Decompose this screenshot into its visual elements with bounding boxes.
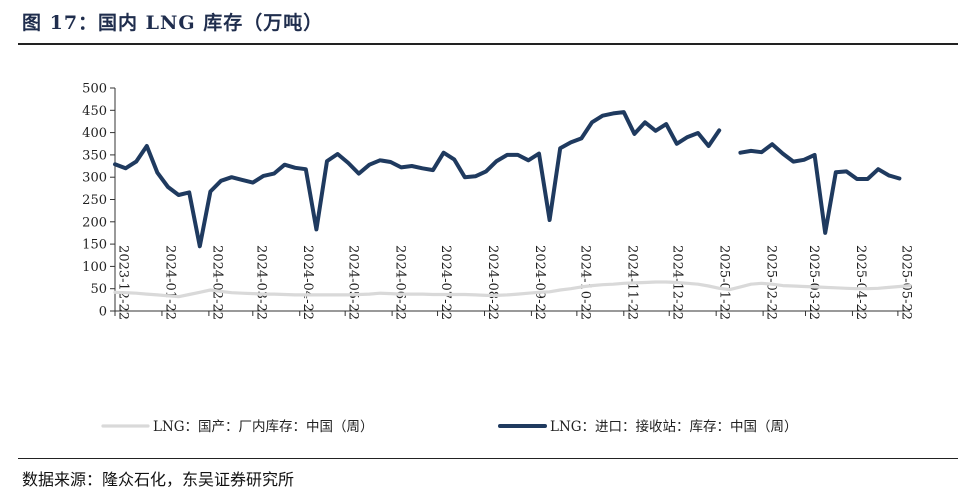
figure-title: 图 17：国内 LNG 库存（万吨） bbox=[22, 12, 324, 34]
x-tick-label: 2024-03-22 bbox=[253, 245, 268, 320]
x-tick-label: 2024-07-22 bbox=[438, 245, 453, 320]
x-tick-label: 2025-04-22 bbox=[853, 245, 868, 320]
title-rule bbox=[18, 43, 958, 45]
x-tick-label: 2024-04-22 bbox=[300, 245, 315, 320]
series-line-domestic-plant-inventory bbox=[113, 280, 912, 299]
y-tick-label: 100 bbox=[82, 260, 107, 275]
inventory-line-chart: 0 50 100 150 200 250 300 350 400 450 500 2023-12-22… bbox=[82, 82, 913, 436]
x-tick-label: 2024-10-22 bbox=[577, 245, 592, 320]
y-tick-label: 400 bbox=[82, 126, 107, 141]
x-tick-label: 2024-08-22 bbox=[485, 245, 500, 320]
x-tick-label: 2024-01-22 bbox=[162, 245, 177, 320]
x-tick-label: 2024-06-22 bbox=[393, 245, 408, 320]
source-rule bbox=[18, 458, 958, 459]
x-tick-label: 2025-05-22 bbox=[898, 245, 913, 320]
y-tick-label: 300 bbox=[82, 171, 107, 186]
legend-label: LNG：国产：厂内库存：中国（周） bbox=[153, 419, 374, 435]
source-note: 数据来源：隆众石化，东吴证券研究所 bbox=[22, 470, 295, 489]
series-line-import-terminal-inventory bbox=[113, 110, 902, 249]
y-tick-label: 500 bbox=[82, 82, 107, 97]
y-tick-label: 150 bbox=[82, 238, 107, 253]
x-tick-label: 2024-09-22 bbox=[532, 245, 547, 320]
y-tick-label: 450 bbox=[82, 104, 107, 119]
x-tick-label: 2023-12-22 bbox=[116, 245, 131, 320]
y-tick-label: 250 bbox=[82, 193, 107, 208]
legend-label: LNG：进口：接收站：库存：中国（周） bbox=[550, 418, 798, 435]
x-tick-label: 2025-03-22 bbox=[806, 245, 821, 320]
x-tick-label: 2025-01-22 bbox=[717, 245, 732, 320]
y-tick-label: 350 bbox=[82, 148, 107, 163]
y-tick-label: 200 bbox=[82, 215, 107, 230]
y-tick-label: 50 bbox=[90, 282, 107, 297]
x-tick-label: 2024-02-22 bbox=[209, 245, 224, 320]
x-tick-label: 2024-05-22 bbox=[346, 245, 361, 320]
y-tick-label: 0 bbox=[99, 305, 107, 320]
